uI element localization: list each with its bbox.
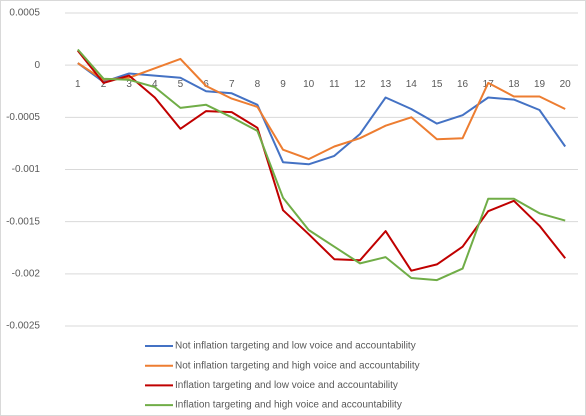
x-tick-label: 10 [303, 79, 315, 90]
legend-label: Inflation targeting and high voice and a… [175, 400, 402, 411]
x-tick-label: 5 [178, 79, 184, 90]
y-tick-label: -0.0025 [6, 321, 40, 332]
x-tick-label: 7 [229, 79, 235, 90]
x-tick-label: 2 [101, 79, 107, 90]
y-tick-label: -0.0005 [6, 112, 40, 123]
x-tick-label: 11 [329, 79, 340, 90]
legend-label: Inflation targeting and low voice and ac… [175, 380, 398, 391]
series-line [77, 57, 566, 161]
x-tick-label: 18 [508, 79, 520, 90]
x-tick-label: 20 [560, 79, 572, 90]
x-tick-label: 4 [152, 79, 158, 90]
x-tick-label: 8 [255, 79, 261, 90]
y-tick-label: -0.001 [12, 164, 41, 175]
x-tick-label: 15 [431, 79, 443, 90]
x-tick-label: 13 [380, 79, 392, 90]
x-tick-label: 9 [280, 79, 286, 90]
series-line [77, 49, 566, 272]
x-tick-label: 3 [126, 79, 132, 90]
x-tick-label: 14 [406, 79, 418, 90]
series-line [77, 62, 567, 166]
y-tick-label: 0 [34, 60, 40, 71]
y-tick-label: -0.002 [12, 268, 41, 279]
y-tick-label: 0.0005 [9, 8, 40, 19]
legend-label: Not inflation targeting and low voice an… [175, 341, 416, 352]
x-tick-label: 16 [457, 79, 469, 90]
y-tick-label: -0.0015 [6, 216, 40, 227]
x-tick-label: 12 [354, 79, 366, 90]
legend-label: Not inflation targeting and high voice a… [175, 360, 420, 371]
x-tick-label: 1 [75, 79, 81, 90]
x-tick-label: 6 [203, 79, 209, 90]
series-line [77, 48, 566, 282]
x-tick-label: 19 [534, 79, 546, 90]
